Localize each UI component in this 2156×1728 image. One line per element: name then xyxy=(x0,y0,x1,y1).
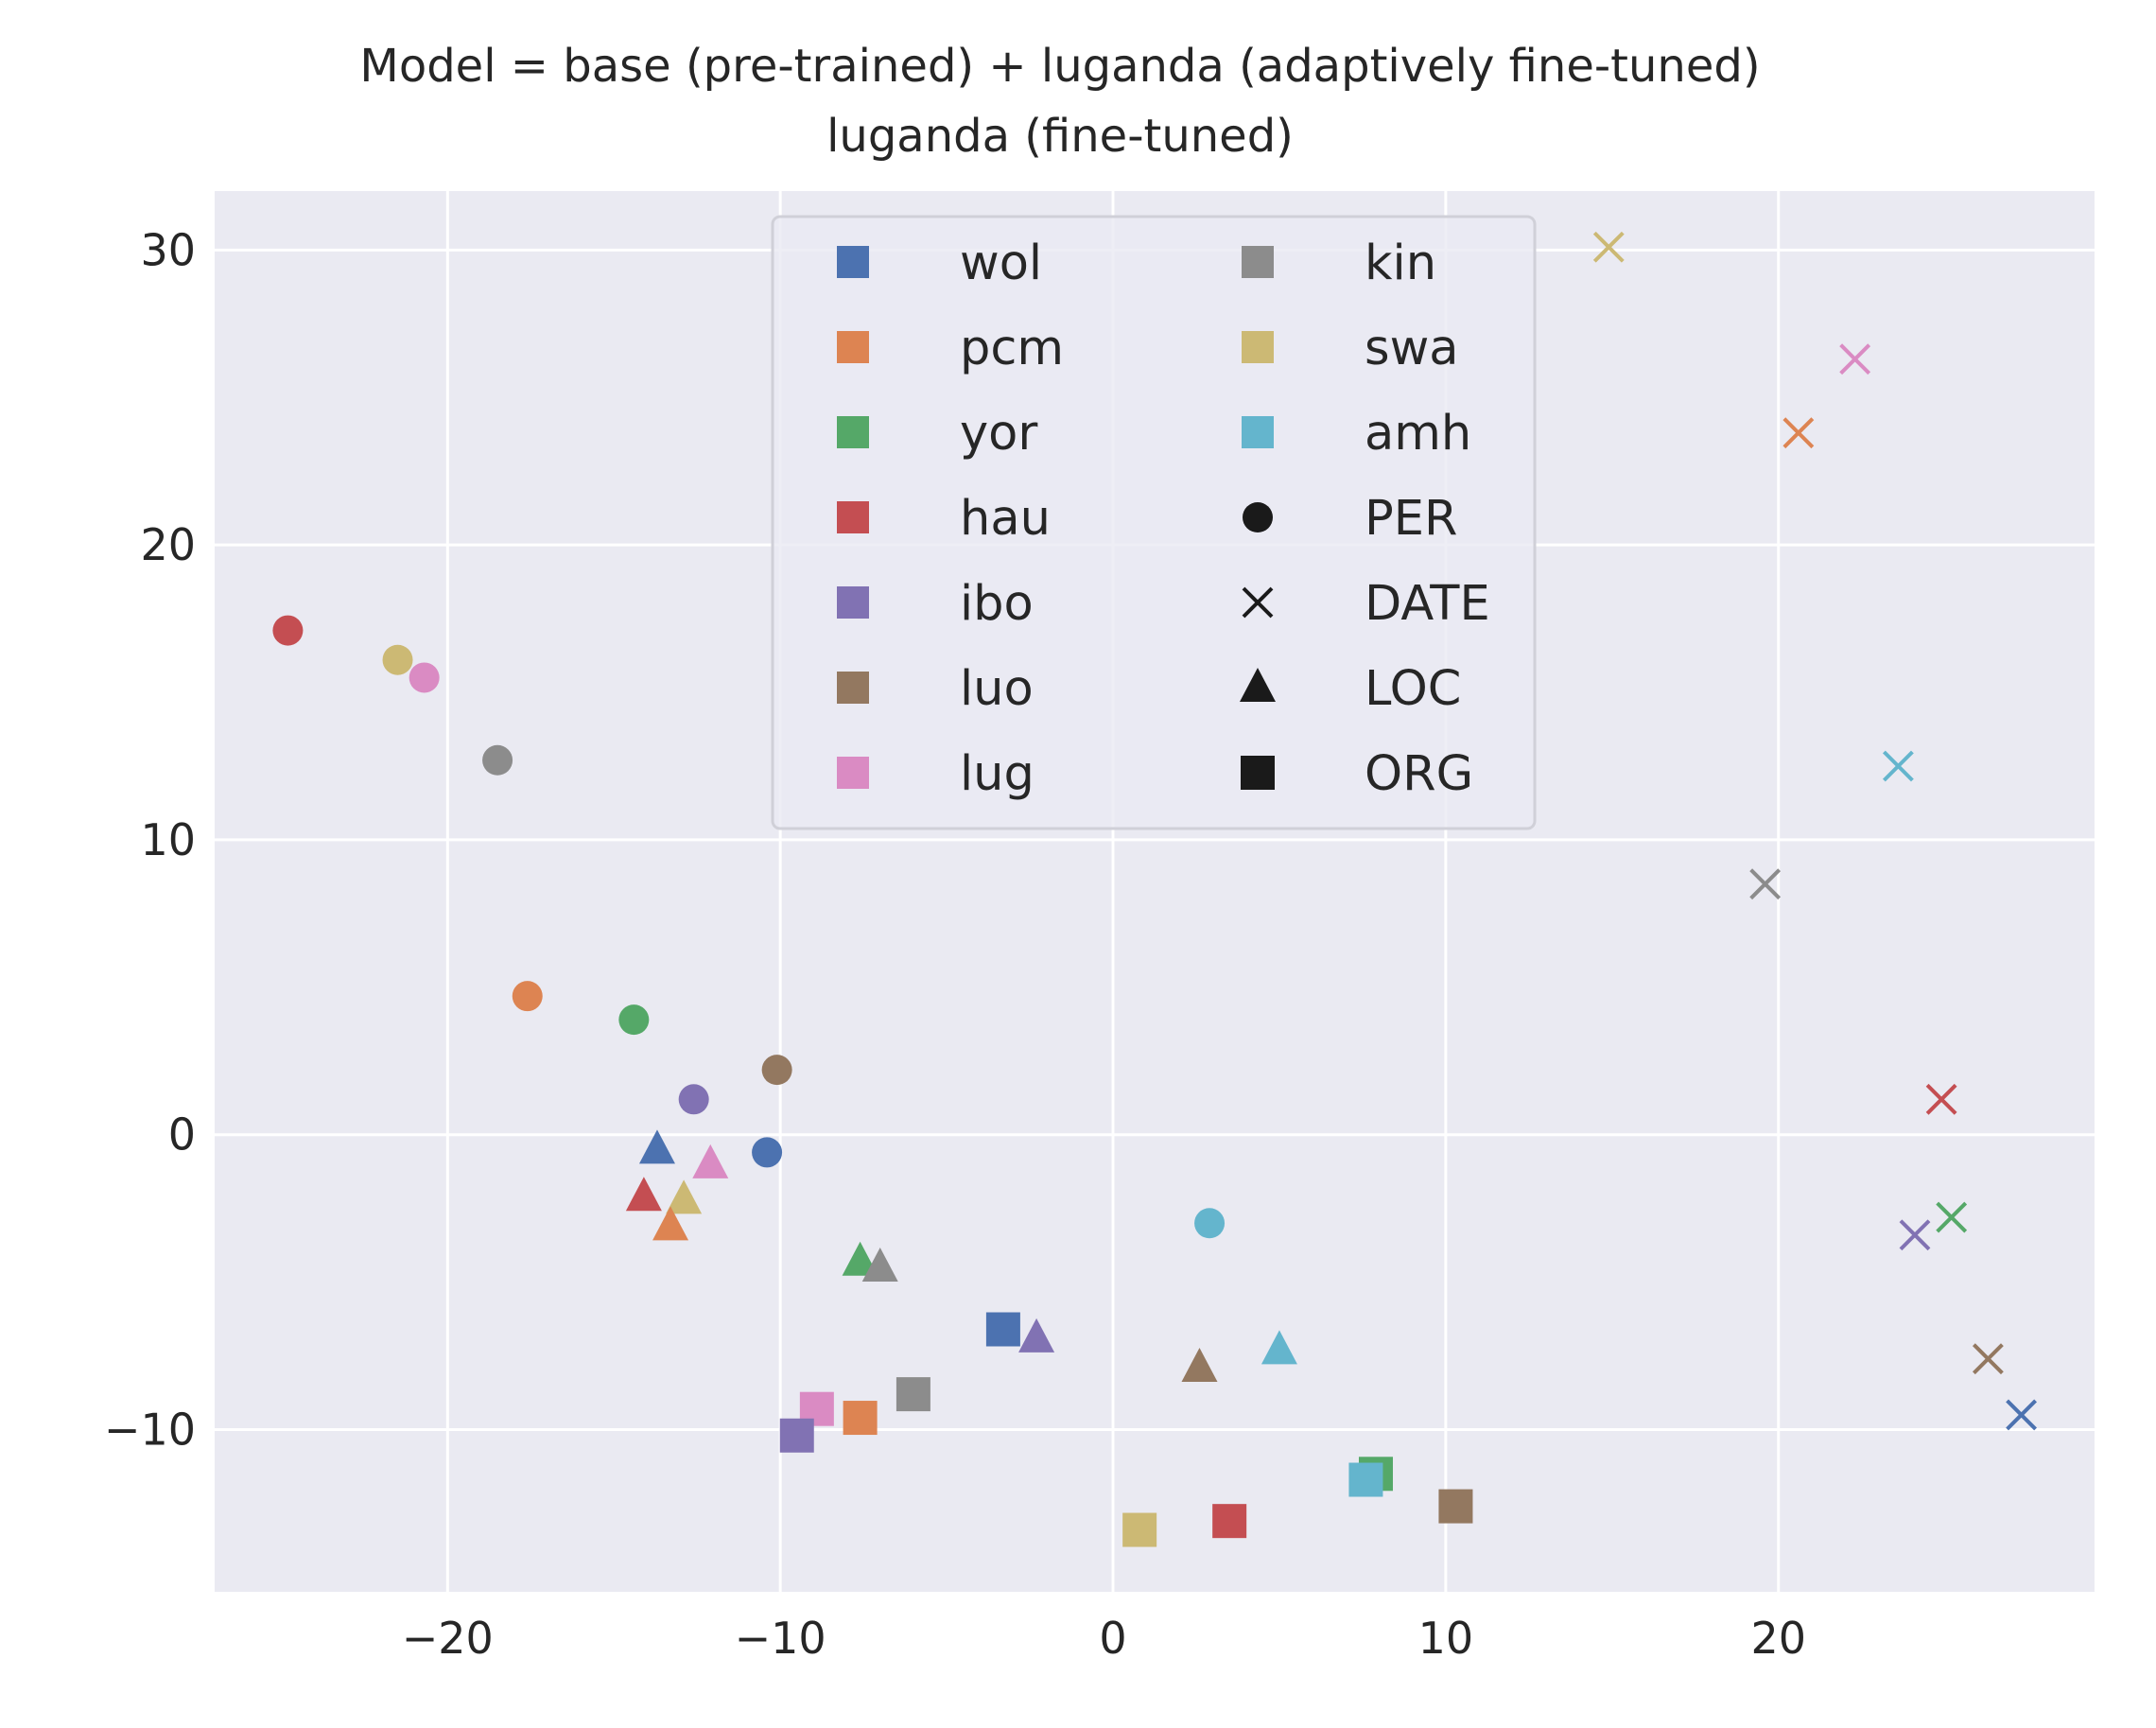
legend-label: LOC xyxy=(1365,661,1461,717)
point-pcm-date xyxy=(1782,417,1815,449)
point-swa-date xyxy=(1592,231,1625,263)
x-tick-label: −20 xyxy=(402,1613,494,1664)
legend-swatch-wol xyxy=(837,246,869,278)
point-kin-date xyxy=(1749,868,1782,900)
point-ibo-org xyxy=(779,1418,814,1453)
point-lug-per xyxy=(409,662,440,693)
legend-swatch-yor xyxy=(837,416,869,448)
point-kin-per xyxy=(482,744,513,776)
chart-title: Model = base (pre-trained) + luganda (ad… xyxy=(359,40,1760,93)
legend-label: DATE xyxy=(1365,576,1490,632)
y-tick-label: 10 xyxy=(140,814,196,865)
legend-swatch-kin xyxy=(1242,246,1274,278)
point-luo-per xyxy=(761,1055,792,1086)
legend-label: wol xyxy=(960,236,1042,291)
legend-swatch-swa xyxy=(1242,331,1274,363)
legend-swatch-amh xyxy=(1242,416,1274,448)
x-tick-label: 10 xyxy=(1418,1613,1474,1664)
y-tick-label: 20 xyxy=(140,519,196,570)
point-swa-loc xyxy=(666,1179,703,1214)
point-pcm-loc xyxy=(652,1206,689,1241)
y-tick-label: 0 xyxy=(168,1109,196,1161)
point-wol-loc xyxy=(638,1129,675,1164)
point-hau-loc xyxy=(625,1177,662,1212)
legend-marker-square xyxy=(1241,756,1275,790)
legend-label: hau xyxy=(960,491,1051,547)
legend-label: amh xyxy=(1365,406,1471,462)
legend-label: kin xyxy=(1365,236,1436,291)
point-hau-per xyxy=(272,615,304,646)
point-wol-per xyxy=(752,1137,783,1168)
legend-marker-x xyxy=(1242,586,1274,619)
legend-swatch-luo xyxy=(837,672,869,704)
data-points xyxy=(272,231,2038,1547)
legend-marker-triangle xyxy=(1240,668,1276,702)
tick-labels: −20 −10 0 10 20 −10 0 10 20 30 xyxy=(104,224,1806,1664)
chart-subtitle: luganda (fine-tuned) xyxy=(826,110,1294,163)
point-hau-date xyxy=(1925,1083,1957,1115)
point-ibo-date xyxy=(1899,1219,1931,1251)
legend-marker-circle xyxy=(1243,502,1273,532)
point-swa-org xyxy=(1122,1512,1157,1547)
point-amh-org xyxy=(1348,1462,1383,1497)
legend-swatch-pcm xyxy=(837,331,869,363)
legend-label: pcm xyxy=(960,321,1064,376)
legend-label: swa xyxy=(1365,321,1459,376)
legend-frame xyxy=(771,215,1537,830)
point-yor-per xyxy=(618,1004,650,1036)
point-lug-loc xyxy=(692,1143,729,1178)
legend-label: luo xyxy=(960,661,1034,717)
point-pcm-org xyxy=(843,1401,878,1436)
point-luo-loc xyxy=(1181,1348,1218,1383)
point-lug-date xyxy=(1839,343,1871,375)
legend-swatch-lug xyxy=(837,757,869,789)
point-ibo-per xyxy=(678,1084,709,1115)
point-kin-loc xyxy=(861,1248,898,1283)
x-tick-label: 0 xyxy=(1099,1613,1126,1664)
legend-label: PER xyxy=(1365,491,1457,547)
legend-swatch-hau xyxy=(837,501,869,533)
legend-swatch-ibo xyxy=(837,586,869,619)
legend-label: lug xyxy=(960,746,1035,802)
legend: wol pcm yor hau ibo luo lug kin swa amh PER DATE LOC… xyxy=(771,215,1537,830)
point-luo-org xyxy=(1438,1489,1473,1524)
point-amh-per xyxy=(1194,1208,1226,1239)
y-tick-label: 30 xyxy=(140,224,196,275)
point-swa-per xyxy=(382,644,413,675)
point-amh-loc xyxy=(1261,1330,1297,1365)
point-luo-date xyxy=(1972,1343,2004,1375)
point-amh-date xyxy=(1882,750,1914,782)
point-hau-org xyxy=(1212,1504,1247,1539)
point-pcm-per xyxy=(512,981,543,1012)
legend-label: ORG xyxy=(1365,746,1473,802)
point-yor-loc xyxy=(842,1241,878,1276)
x-tick-label: 20 xyxy=(1750,1613,1806,1664)
y-tick-label: −10 xyxy=(104,1405,196,1456)
point-yor-date xyxy=(1936,1201,1968,1233)
legend-label: ibo xyxy=(960,576,1034,632)
point-wol-org xyxy=(985,1312,1020,1347)
point-kin-org xyxy=(895,1377,930,1412)
point-ibo-loc xyxy=(1018,1318,1055,1353)
legend-label: yor xyxy=(960,406,1037,462)
x-tick-label: −10 xyxy=(735,1613,826,1664)
point-wol-date xyxy=(2006,1399,2038,1431)
